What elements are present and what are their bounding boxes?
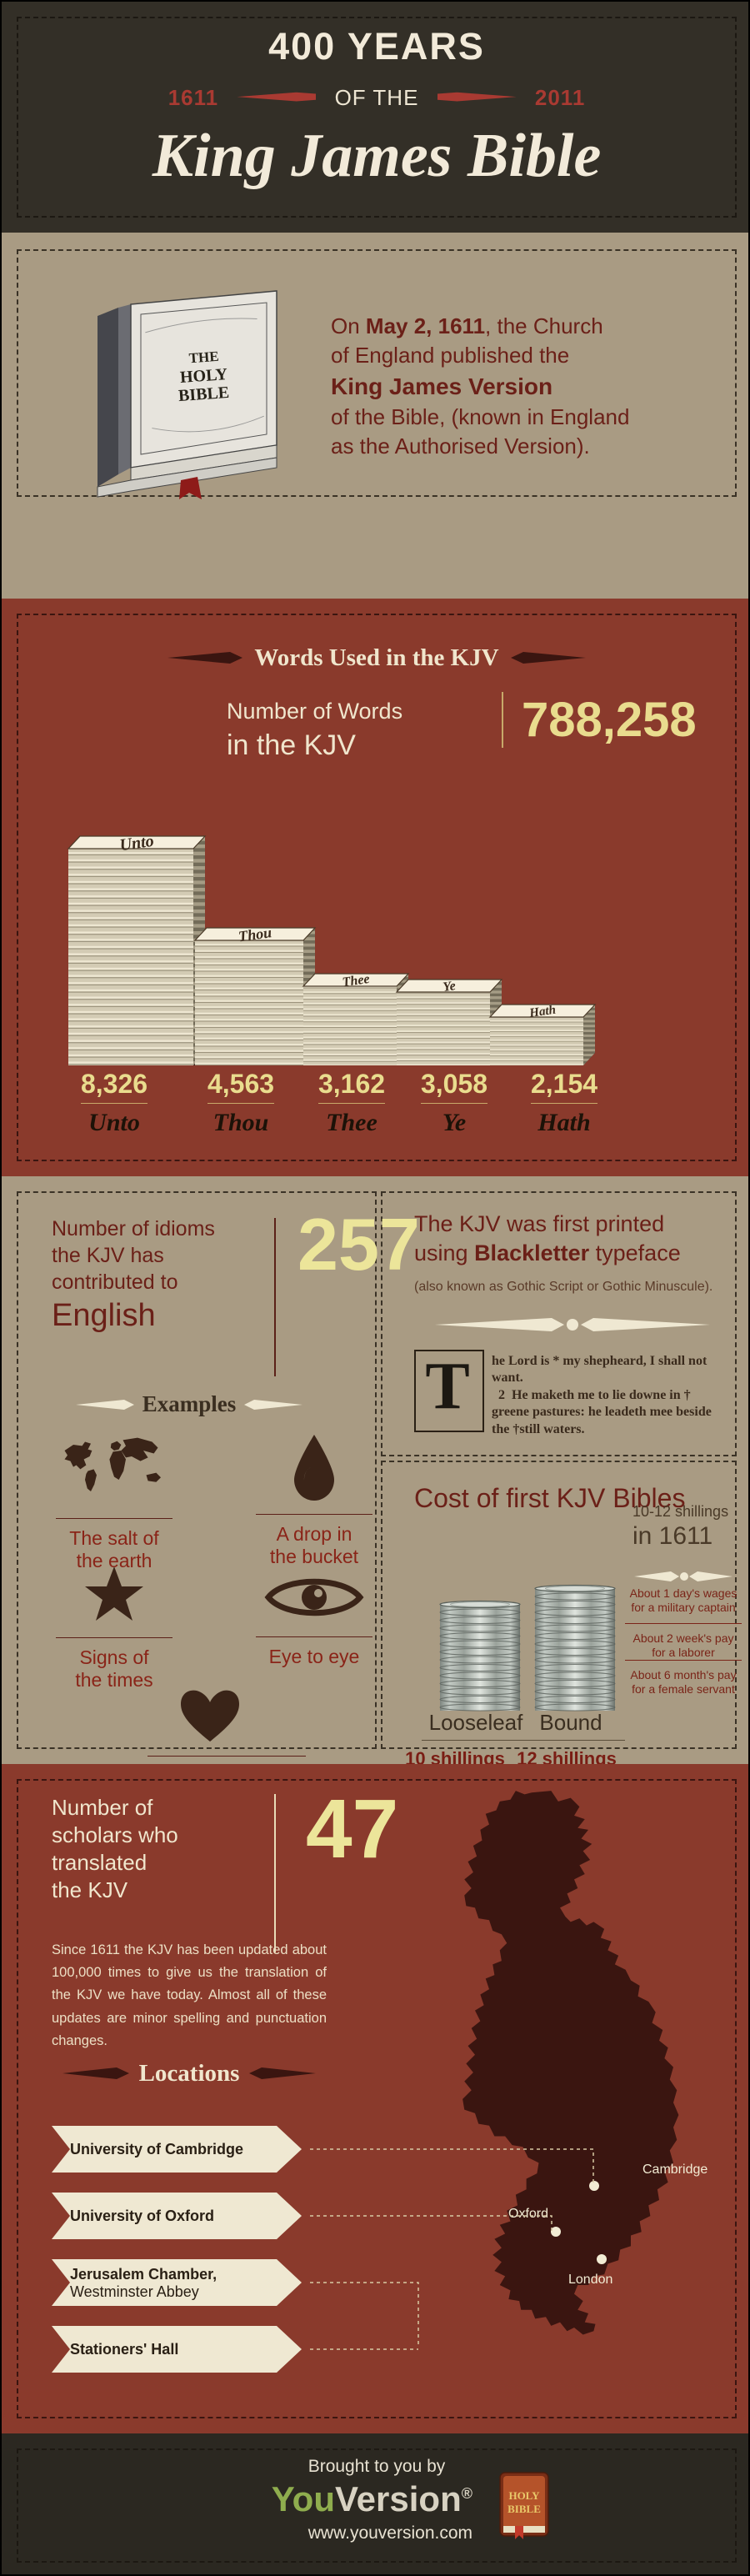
svg-text:T: T [425, 1351, 469, 1423]
svg-text:BIBLE: BIBLE [508, 2503, 541, 2515]
svg-text:BIBLE: BIBLE [178, 383, 230, 405]
svg-text:HOLY: HOLY [508, 2489, 540, 2502]
svg-text:THE: THE [188, 348, 219, 366]
svg-text:Ye: Ye [442, 979, 456, 995]
